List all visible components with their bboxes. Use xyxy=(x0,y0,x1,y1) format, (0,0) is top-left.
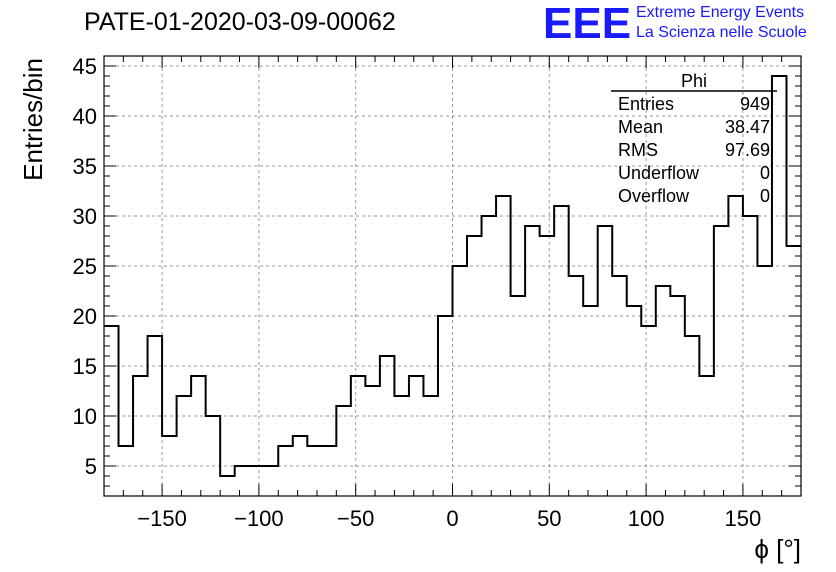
x-tick-label: 50 xyxy=(537,506,561,531)
y-tick-label: 5 xyxy=(85,454,97,479)
axis-ticks xyxy=(103,55,802,496)
y-tick-label: 40 xyxy=(73,104,97,129)
x-axis-title: ϕ [°] xyxy=(754,534,801,564)
stats-label: Overflow xyxy=(618,186,690,206)
stats-title: Phi xyxy=(681,71,707,91)
x-tick-label: −100 xyxy=(234,506,284,531)
stats-value: 38.47 xyxy=(725,117,770,137)
brand-line-2: La Scienza nelle Scuole xyxy=(636,24,807,41)
stats-label: Entries xyxy=(618,94,674,114)
stats-label: RMS xyxy=(618,140,658,160)
stats-value: 0 xyxy=(760,186,770,206)
brand-line-1: Extreme Energy Events xyxy=(636,4,805,21)
y-tick-label: 15 xyxy=(73,354,97,379)
stats-label: Underflow xyxy=(618,163,700,183)
y-tick-labels: 5 10 15 20 25 30 35 40 45 xyxy=(73,54,97,479)
chart-title: PATE-01-2020-03-09-00062 xyxy=(84,8,396,36)
stats-value: 949 xyxy=(740,94,770,114)
stats-label: Mean xyxy=(618,117,663,137)
x-tick-label: 150 xyxy=(725,506,762,531)
x-tick-labels: −150 −100 −50 0 50 100 150 xyxy=(137,506,761,531)
y-tick-label: 20 xyxy=(73,304,97,329)
y-tick-label: 30 xyxy=(73,204,97,229)
stats-box: Phi Entries 949 Mean 38.47 RMS 97.69 Underflow… xyxy=(611,71,777,206)
x-tick-label: −50 xyxy=(337,506,374,531)
eee-logo: EEE xyxy=(543,0,632,48)
y-tick-label: 35 xyxy=(73,154,97,179)
stats-value: 0 xyxy=(760,163,770,183)
stats-value: 97.69 xyxy=(725,140,770,160)
y-axis-title: Entries/bin xyxy=(18,58,48,181)
y-tick-label: 10 xyxy=(73,404,97,429)
x-tick-label: −150 xyxy=(137,506,187,531)
x-tick-label: 0 xyxy=(446,506,458,531)
y-tick-label: 45 xyxy=(73,54,97,79)
x-tick-label: 100 xyxy=(628,506,665,531)
y-tick-label: 25 xyxy=(73,254,97,279)
histogram-line xyxy=(104,75,801,477)
